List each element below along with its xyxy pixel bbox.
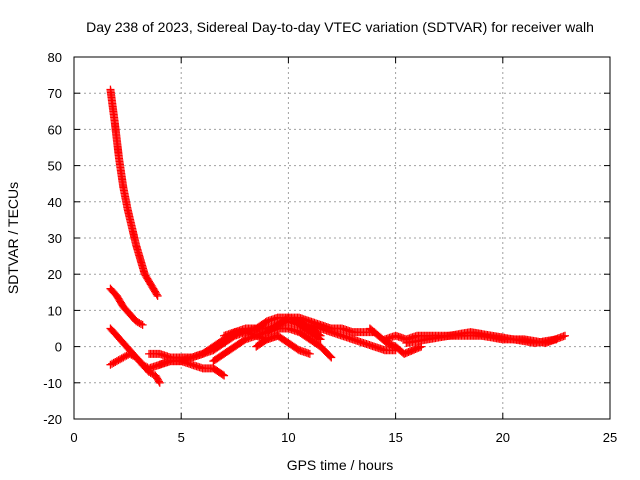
data-point-fill [281, 337, 290, 346]
y-tick-label: 50 [48, 159, 62, 174]
x-axis-label: GPS time / hours [287, 457, 394, 473]
chart-title: Day 238 of 2023, Sidereal Day-to-day VTE… [86, 19, 594, 35]
data-point-fill [154, 375, 163, 384]
data-point-fill [154, 377, 163, 386]
y-tick-label: 10 [48, 303, 62, 318]
data-point-fill [550, 335, 559, 344]
x-tick-label: 0 [70, 430, 77, 445]
data-point-fill [325, 351, 334, 360]
data-point-fill [218, 370, 227, 379]
data-point-fill [238, 337, 247, 346]
x-tick-label: 5 [178, 430, 185, 445]
data-point-fill [141, 362, 150, 371]
y-tick-label: -20 [43, 412, 62, 427]
series-track-2 [106, 284, 147, 329]
data-point-fill [281, 315, 290, 324]
data-point-fill [315, 330, 324, 339]
data-point-fill [130, 314, 139, 323]
data-point-fill [128, 351, 137, 360]
y-tick-label: 20 [48, 267, 62, 282]
data-point-fill [292, 344, 301, 353]
x-tick-label: 15 [388, 430, 402, 445]
data-point-fill [260, 337, 269, 346]
series-track-13 [365, 324, 426, 358]
y-tick-label: -10 [43, 376, 62, 391]
data-point-fill [135, 319, 144, 328]
y-tick-label: 30 [48, 231, 62, 246]
data-point-fill [228, 344, 237, 353]
data-point-fill [109, 358, 118, 367]
data-point-fill [137, 319, 145, 328]
data-point-fill [217, 369, 226, 378]
x-tick-label: 10 [281, 430, 295, 445]
data-point-fill [136, 358, 145, 367]
series-track-1 [106, 85, 162, 300]
x-tick-label: 20 [496, 430, 510, 445]
y-tick-label: 0 [55, 340, 62, 355]
y-axis-label: SDTVAR / TECUs [5, 182, 21, 294]
axis-ticks: 0 5 10 15 20 25 -20 -10 0 10 20 30 40 50 60 70 80 [43, 50, 617, 445]
data-point-fill [326, 352, 335, 361]
data-point-fill [559, 332, 568, 341]
data-point-fill [143, 274, 152, 283]
x-tick-label: 25 [603, 430, 617, 445]
data-point-fill [397, 347, 406, 356]
data-point-fill [217, 337, 226, 346]
data-point-fill [260, 319, 269, 328]
data-point-fill [304, 349, 313, 358]
y-tick-label: 60 [48, 122, 62, 137]
data-points [106, 85, 569, 387]
series-track-10 [252, 331, 314, 358]
data-point-fill [152, 290, 161, 299]
y-tick-label: 40 [48, 195, 62, 210]
grid-lines [74, 57, 610, 419]
y-tick-label: 80 [48, 50, 62, 65]
data-point-fill [151, 289, 160, 298]
plot-border [73, 56, 611, 420]
data-point-fill [206, 344, 215, 353]
data-point-fill [303, 333, 312, 342]
data-point-fill [147, 281, 156, 290]
data-point-fill [271, 322, 279, 331]
y-tick-label: 70 [48, 86, 62, 101]
series-track-15 [402, 328, 561, 347]
data-point-fill [217, 351, 226, 360]
data-point-fill [116, 355, 125, 364]
